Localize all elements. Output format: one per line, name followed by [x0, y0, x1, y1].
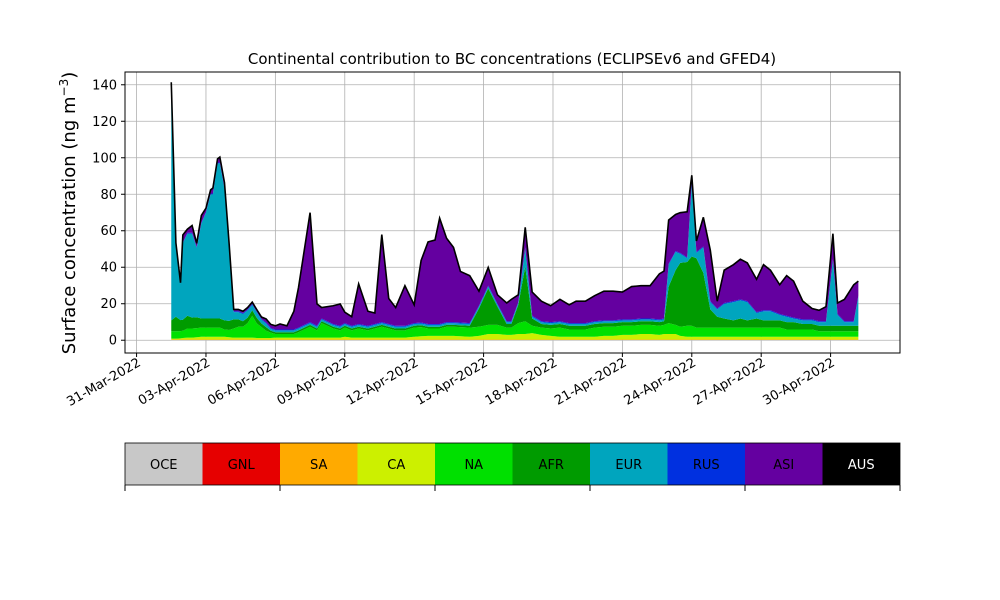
y-axis-label: Surface concentration (ng m−3) [57, 72, 80, 355]
legend-label-afr: AFR [539, 458, 564, 473]
y-tick-label: 120 [92, 115, 117, 130]
area-series-na [171, 315, 859, 339]
y-tick-label: 60 [100, 224, 117, 239]
area-series-ca [171, 333, 859, 340]
chart-title: Continental contribution to BC concentra… [248, 50, 776, 68]
legend-label-na: NA [464, 458, 483, 473]
legend-swatch-sa [280, 443, 358, 485]
total-outline [170, 82, 859, 327]
legend-swatch-oce [125, 443, 203, 485]
legend-frame [124, 442, 901, 486]
legend-colorbar: OCE GNL SA CA NA AFR EUR RUS ASI AUS [124, 442, 901, 491]
y-axis-label-main: Surface concentration (ng m [59, 96, 80, 354]
legend-label-eur: EUR [615, 458, 642, 473]
y-tick-label: 80 [100, 188, 117, 203]
legend-swatch-aus [822, 443, 900, 485]
legend-swatch-eur [590, 443, 668, 485]
y-tick-label: 100 [92, 151, 117, 166]
legend-swatch-asi [745, 443, 823, 485]
legend-swatch-gnl [202, 443, 280, 485]
legend-label-gnl: GNL [228, 458, 256, 473]
legend-swatch-rus [667, 443, 745, 485]
legend-swatch-afr [512, 443, 590, 485]
plot-frame [124, 71, 901, 354]
legend-label-sa: SA [310, 458, 327, 473]
y-axis-label-exponent: −3 [57, 79, 71, 97]
legend-label-oce: OCE [150, 458, 178, 473]
stacked-areas [170, 82, 859, 341]
legend-label-asi: ASI [773, 458, 794, 473]
y-axis-label-close: ) [59, 72, 80, 79]
y-tick-label: 0 [109, 334, 117, 349]
legend-label-aus: AUS [848, 458, 875, 473]
area-series-afr [171, 256, 859, 335]
legend-label-ca: CA [387, 458, 405, 473]
legend-swatch-na [435, 443, 513, 485]
legend-label-rus: RUS [693, 458, 720, 473]
y-tick-label: 140 [92, 78, 117, 93]
y-tick-label: 40 [100, 261, 117, 276]
area-series-asi [171, 82, 859, 330]
y-tick-label: 20 [100, 297, 117, 312]
legend-swatch-ca [357, 443, 435, 485]
